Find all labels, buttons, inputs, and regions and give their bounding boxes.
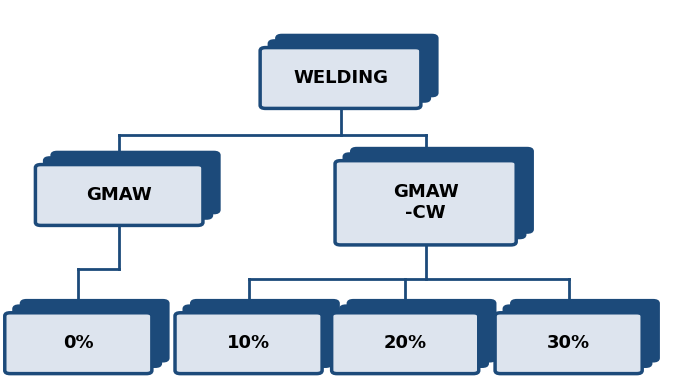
Text: WELDING: WELDING (293, 69, 388, 87)
FancyBboxPatch shape (269, 41, 430, 101)
FancyBboxPatch shape (175, 313, 322, 374)
FancyBboxPatch shape (348, 300, 495, 361)
FancyBboxPatch shape (44, 158, 212, 218)
FancyBboxPatch shape (335, 161, 516, 245)
Text: GMAW
-CW: GMAW -CW (393, 183, 458, 222)
FancyBboxPatch shape (21, 300, 168, 361)
Text: 0%: 0% (63, 334, 93, 352)
FancyBboxPatch shape (184, 306, 331, 367)
Text: 30%: 30% (547, 334, 590, 352)
FancyBboxPatch shape (351, 148, 533, 232)
FancyBboxPatch shape (5, 313, 152, 374)
FancyBboxPatch shape (35, 165, 203, 225)
FancyBboxPatch shape (344, 154, 525, 238)
Text: 20%: 20% (383, 334, 427, 352)
FancyBboxPatch shape (260, 48, 421, 108)
Text: 10%: 10% (227, 334, 270, 352)
FancyBboxPatch shape (340, 306, 488, 367)
FancyBboxPatch shape (276, 35, 437, 96)
FancyBboxPatch shape (332, 313, 479, 374)
FancyBboxPatch shape (504, 306, 651, 367)
FancyBboxPatch shape (511, 300, 659, 361)
FancyBboxPatch shape (52, 152, 219, 213)
FancyBboxPatch shape (191, 300, 338, 361)
FancyBboxPatch shape (14, 306, 161, 367)
FancyBboxPatch shape (495, 313, 642, 374)
Text: GMAW: GMAW (86, 186, 152, 204)
